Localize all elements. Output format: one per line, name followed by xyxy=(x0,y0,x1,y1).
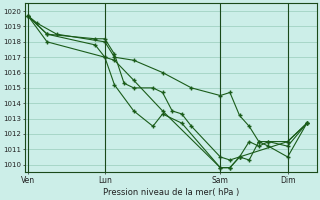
X-axis label: Pression niveau de la mer( hPa ): Pression niveau de la mer( hPa ) xyxy=(103,188,239,197)
